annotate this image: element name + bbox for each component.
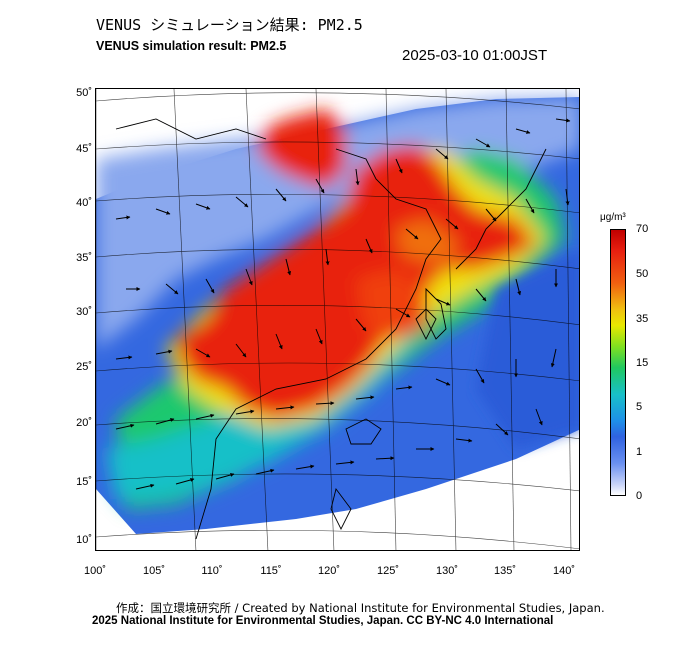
lon-label-135: 135˚ [493,565,517,577]
lon-label-100: 100˚ [83,565,107,577]
title-english: VENUS simulation result: PM2.5 [96,39,287,53]
lat-label-10: 10˚ [76,534,92,546]
colorbar-tick-0: 0 [636,490,643,502]
lat-label-45: 45˚ [76,143,92,155]
lon-label-115: 115˚ [260,565,282,577]
lat-label-20: 20˚ [76,417,92,429]
colorbar-tick-15: 15 [636,357,649,369]
colorbar-unit: μg/m³ [600,212,626,223]
wind-vectors [115,118,571,490]
copyright-line: 2025 National Institute for Environmenta… [92,615,554,627]
lon-label-110: 110˚ [201,565,223,577]
timestamp: 2025-03-10 01:00JST [402,47,548,64]
colorbar-tick-1: 1 [636,446,643,458]
colorbar-tick-70: 70 [636,223,649,235]
lat-label-30: 30˚ [76,306,92,318]
lon-label-105: 105˚ [142,565,166,577]
colorbar [610,229,626,496]
coastlines [115,118,547,540]
map-canvas [96,89,579,550]
credit-line: 作成：国立環境研究所 / Created by National Institu… [116,601,605,615]
title-japanese: VENUS シミュレーション結果: PM2.5 [96,16,363,34]
lon-label-120: 120˚ [317,565,341,577]
lat-label-40: 40˚ [76,197,92,209]
lat-label-35: 35˚ [76,252,92,264]
lon-label-130: 130˚ [435,565,459,577]
lat-label-50: 50˚ [76,87,92,99]
clean-ocean [476,249,579,449]
lon-label-125: 125˚ [376,565,400,577]
graticule [96,89,579,550]
lat-label-15: 15˚ [76,476,92,488]
colorbar-tick-5: 5 [636,401,643,413]
colorbar-tick-50: 50 [636,268,649,280]
pm25-map [95,88,580,551]
lon-label-140: 140˚ [552,565,576,577]
colorbar-tick-35: 35 [636,313,649,325]
lat-label-25: 25˚ [76,361,92,373]
